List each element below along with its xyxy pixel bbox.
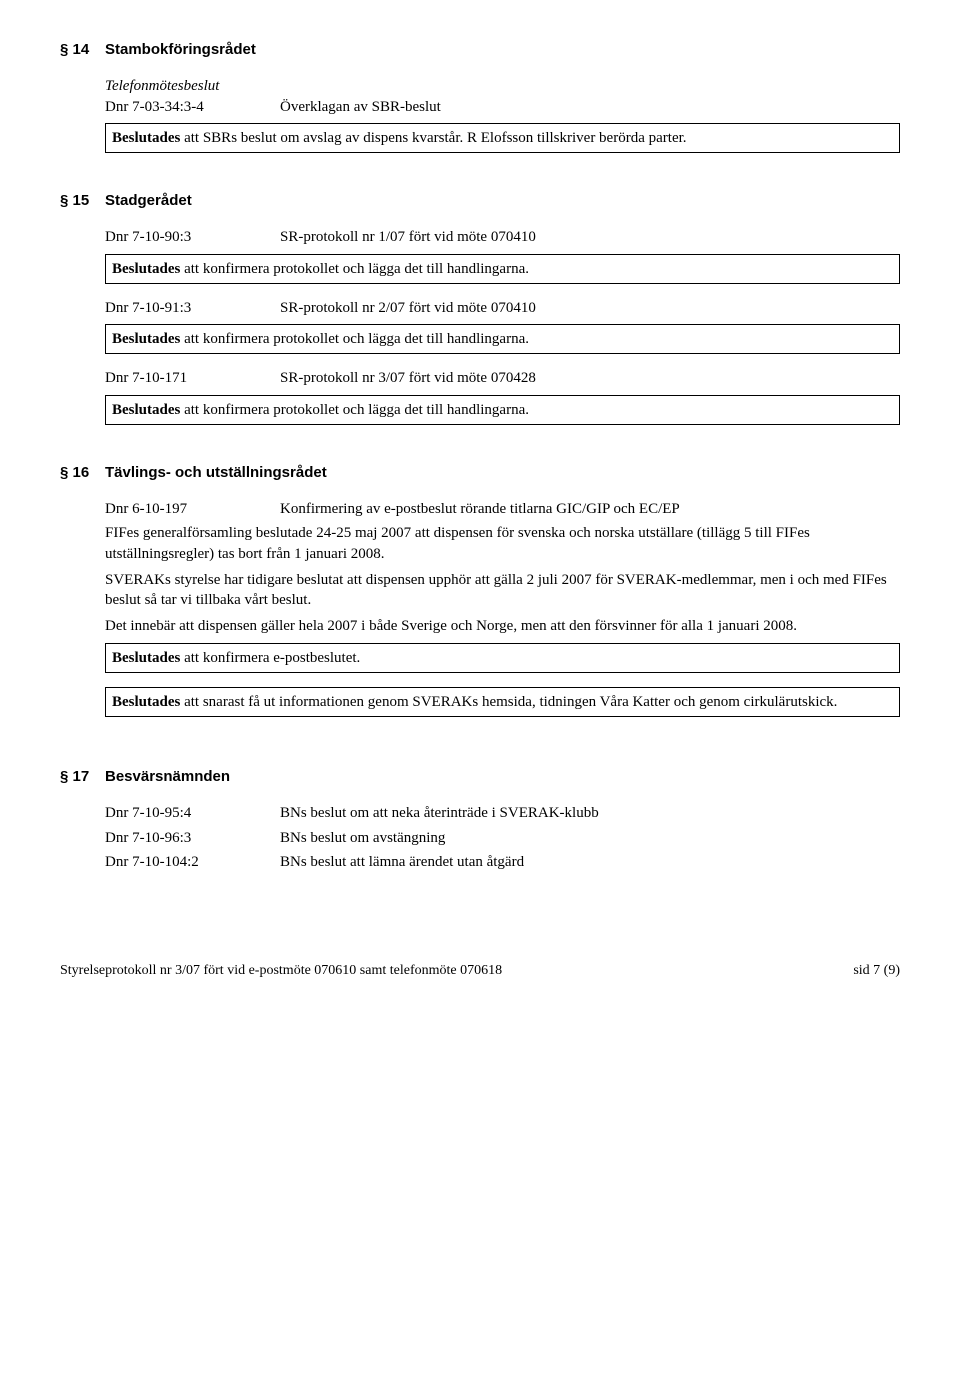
section-title: Besvärsnämnden [105,767,230,787]
box-text: att konfirmera protokollet och lägga det… [180,402,529,418]
footer-left: Styrelseprotokoll nr 3/07 fört vid e-pos… [60,962,502,981]
footer-right: sid 7 (9) [853,962,900,981]
box-text: att konfirmera e-postbeslutet. [180,650,360,666]
decision-box: Beslutades att konfirmera protokollet oc… [105,324,900,354]
dnr: Dnr 6-10-197 [105,499,280,519]
row-text: Överklagan av SBR-beslut [280,97,441,117]
section-14-header: § 14 Stambokföringsrådet [60,40,900,60]
decision-box: Beslutades att snarast få ut information… [105,687,900,717]
section-14-subhead: Telefonmötesbeslut [105,76,900,96]
row-text: Konfirmering av e-postbeslut rörande tit… [280,499,680,519]
row-text: BNs beslut om att neka återinträde i SVE… [280,803,599,823]
section-16-row1: Dnr 6-10-197 Konfirmering av e-postbeslu… [105,499,900,519]
bold-word: Beslutades [112,331,180,347]
section-16-para1: FIFes generalförsamling beslutade 24-25 … [105,523,900,636]
bold-word: Beslutades [112,650,180,666]
section-number: § 17 [60,767,105,787]
section-15-row1: Dnr 7-10-90:3 SR-protokoll nr 1/07 fört … [105,227,900,247]
box-text: att konfirmera protokollet och lägga det… [180,261,529,277]
dnr: Dnr 7-10-96:3 [105,828,280,848]
bold-word: Beslutades [112,694,180,710]
dnr: Dnr 7-10-104:2 [105,852,280,872]
section-title: Stadgerådet [105,191,192,211]
section-14-row: Dnr 7-03-34:3-4 Överklagan av SBR-beslut [105,97,900,117]
section-15-row3: Dnr 7-10-171 SR-protokoll nr 3/07 fört v… [105,368,900,388]
paragraph: SVERAKs styrelse har tidigare beslutat a… [105,570,900,611]
bold-word: Beslutades [112,402,180,418]
row-text: SR-protokoll nr 1/07 fört vid möte 07041… [280,227,536,247]
section-number: § 16 [60,463,105,483]
dnr: Dnr 7-10-91:3 [105,298,280,318]
bold-word: Beslutades [112,130,180,146]
row-text: SR-protokoll nr 2/07 fört vid möte 07041… [280,298,536,318]
section-title: Stambokföringsrådet [105,40,256,60]
decision-box: Beslutades att konfirmera protokollet oc… [105,395,900,425]
decision-box: Beslutades att konfirmera e-postbeslutet… [105,643,900,673]
section-number: § 14 [60,40,105,60]
section-15-header: § 15 Stadgerådet [60,191,900,211]
section-title: Tävlings- och utställningsrådet [105,463,327,483]
section-17-row3: Dnr 7-10-104:2 BNs beslut att lämna ären… [105,852,900,872]
dnr: Dnr 7-03-34:3-4 [105,97,280,117]
row-text: SR-protokoll nr 3/07 fört vid möte 07042… [280,368,536,388]
section-15-row2: Dnr 7-10-91:3 SR-protokoll nr 2/07 fört … [105,298,900,318]
decision-box: Beslutades att SBRs beslut om avslag av … [105,123,900,153]
paragraph: Det innebär att dispensen gäller hela 20… [105,616,900,636]
section-number: § 15 [60,191,105,211]
paragraph: FIFes generalförsamling beslutade 24-25 … [105,523,900,564]
section-16-header: § 16 Tävlings- och utställningsrådet [60,463,900,483]
decision-box: Beslutades att konfirmera protokollet oc… [105,254,900,284]
page-footer: Styrelseprotokoll nr 3/07 fört vid e-pos… [60,962,900,981]
dnr: Dnr 7-10-90:3 [105,227,280,247]
box-text: att snarast få ut informationen genom SV… [180,694,837,710]
dnr: Dnr 7-10-95:4 [105,803,280,823]
row-text: BNs beslut om avstängning [280,828,445,848]
bold-word: Beslutades [112,261,180,277]
row-text: BNs beslut att lämna ärendet utan åtgärd [280,852,524,872]
box-text: att konfirmera protokollet och lägga det… [180,331,529,347]
dnr: Dnr 7-10-171 [105,368,280,388]
section-17-row2: Dnr 7-10-96:3 BNs beslut om avstängning [105,828,900,848]
section-17-header: § 17 Besvärsnämnden [60,767,900,787]
box-text: att SBRs beslut om avslag av dispens kva… [180,130,686,146]
section-17-row1: Dnr 7-10-95:4 BNs beslut om att neka åte… [105,803,900,823]
